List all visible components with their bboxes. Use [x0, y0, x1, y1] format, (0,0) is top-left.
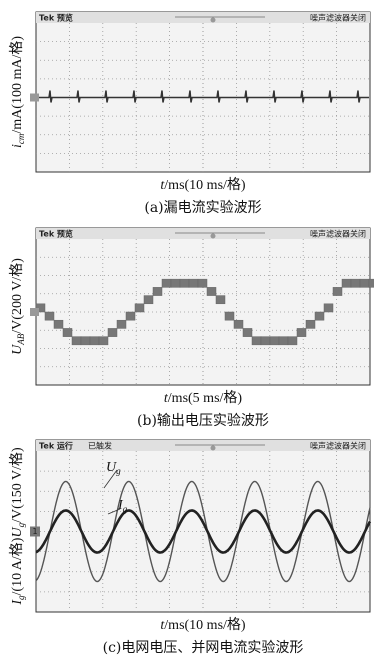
waveform-band	[99, 337, 108, 345]
waveform-band	[261, 337, 270, 345]
unit: /V(150 V/格)	[9, 447, 25, 523]
header-left: Tek 预览	[39, 13, 73, 23]
trigger-marker	[211, 234, 216, 239]
header-status: 已触发	[88, 441, 112, 451]
caption: (a)漏电流实验波形	[144, 200, 261, 216]
y-axis-label: UAB/V(200 V/格)	[9, 258, 26, 355]
waveform-band	[108, 328, 117, 336]
waveform-band	[45, 312, 54, 320]
waveform-band	[243, 328, 252, 336]
waveform-band	[63, 328, 72, 336]
waveform-band	[198, 279, 207, 287]
unit: /mA(100 mA/格)	[9, 36, 25, 134]
waveform-band	[369, 279, 374, 287]
figure: Tek 预览噪声滤波器关闭icm/mA(100 mA/格)t/ms(10 ms/…	[0, 0, 374, 664]
waveform-band	[360, 279, 369, 287]
waveform-band	[207, 287, 216, 295]
waveform-band	[288, 337, 297, 345]
waveform-band	[333, 287, 342, 295]
channel-tag	[30, 308, 39, 316]
waveform-band	[234, 320, 243, 328]
waveform-band	[90, 337, 99, 345]
waveform-band	[144, 296, 153, 304]
header-right: 噪声滤波器关闭	[310, 13, 366, 23]
waveform-band	[126, 312, 135, 320]
scope-panel: Tek 预览 噪声滤波器关闭 icm/mA(100 mA/格) t/ms(10 ms/…	[9, 12, 370, 216]
waveform-band	[225, 312, 234, 320]
y-axis-label: icm/mA(100 mA/格)	[9, 36, 26, 148]
header-left: Tek 运行	[39, 441, 73, 451]
waveform-band	[297, 328, 306, 336]
unit: /ms(10 ms/格)	[164, 617, 246, 633]
scope-panel: Tek 预览 噪声滤波器关闭 UAB/V(200 V/格) t/ms(5 ms/格) (…	[9, 228, 374, 429]
subscript: g	[116, 466, 121, 476]
waveform-band	[342, 279, 351, 287]
waveform-band	[153, 287, 162, 295]
caption: (c)电网电压、并网电流实验波形	[103, 640, 304, 656]
unit: /ms(10 ms/格)	[164, 177, 246, 193]
header-right: 噪声滤波器关闭	[310, 441, 366, 451]
waveform-band	[81, 337, 90, 345]
axis-label: t/ms(10 ms/格)	[160, 617, 246, 633]
waveform-band	[252, 337, 261, 345]
trigger-marker	[211, 18, 216, 23]
waveform-band	[162, 279, 171, 287]
waveform-band	[171, 279, 180, 287]
channel-marker: 1	[32, 527, 37, 536]
waveform-band	[117, 320, 126, 328]
subscript: AB	[16, 333, 26, 345]
header-right: 噪声滤波器关闭	[310, 229, 366, 239]
unit: /(10 A/格)	[9, 537, 25, 595]
waveform-band	[351, 279, 360, 287]
axis-label: t/ms(5 ms/格)	[164, 390, 243, 406]
caption: (b)输出电压实验波形	[137, 413, 269, 429]
waveform-band	[306, 320, 315, 328]
waveform-band	[324, 304, 333, 312]
channel-tag	[30, 94, 39, 102]
waveform-band	[315, 312, 324, 320]
axis-label: t/ms(10 ms/格)	[160, 177, 246, 193]
screen	[36, 440, 370, 612]
waveform-band	[270, 337, 279, 345]
subscript: g	[123, 504, 128, 514]
scope-panel: Tek 运行已触发噪声滤波器关闭UgIg1Ig/(10 A/格)Ug/V(150…	[9, 440, 370, 656]
waveform-band	[54, 320, 63, 328]
y-axis-label: Ig/(10 A/格)Ug/V(150 V/格)	[9, 447, 26, 606]
subscript: cm	[16, 133, 26, 144]
waveform-band	[72, 337, 81, 345]
waveform-band	[180, 279, 189, 287]
unit: /V(200 V/格)	[9, 258, 25, 334]
unit: /ms(5 ms/格)	[168, 390, 243, 406]
trigger-marker	[211, 446, 216, 451]
waveform-band	[189, 279, 198, 287]
waveform-band	[216, 296, 225, 304]
waveform-band	[279, 337, 288, 345]
header-left: Tek 预览	[39, 229, 73, 239]
waveform-band	[135, 304, 144, 312]
